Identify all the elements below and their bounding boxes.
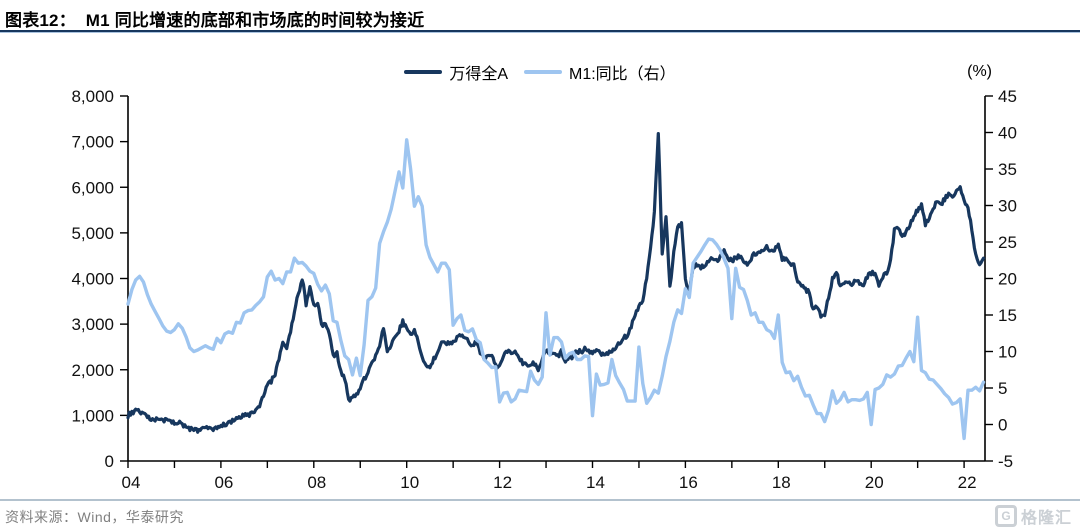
series-line-wande-all-a	[126, 132, 986, 434]
left-axis-label: 6,000	[71, 178, 114, 197]
right-axis-label: 5	[998, 379, 1007, 398]
left-axis-label: 4,000	[71, 270, 114, 289]
x-axis-label: 22	[958, 473, 977, 492]
left-axis-label: 2,000	[71, 361, 114, 380]
legend-item-m1-yoy: M1:同比（右）	[524, 60, 676, 84]
left-axis-label: 0	[105, 452, 114, 471]
legend-label-wande-all-a: 万得全A	[449, 66, 508, 83]
x-axis-label: 04	[122, 473, 141, 492]
left-axis-label: 5,000	[71, 224, 114, 243]
right-axis-label: 40	[998, 124, 1017, 143]
gelonghui-watermark: G 格隆汇	[994, 504, 1072, 528]
legend-line-swatch-navy	[404, 70, 443, 74]
right-axis-label: 25	[998, 233, 1017, 252]
right-axis-label: 20	[998, 270, 1017, 289]
x-axis-label: 18	[772, 473, 791, 492]
series-line-m1-yoy	[126, 138, 986, 441]
footer-divider	[0, 499, 1080, 501]
right-axis-label: 35	[998, 160, 1017, 179]
legend-label-m1-yoy: M1:同比（右）	[569, 66, 676, 83]
right-axis-label: -5	[998, 452, 1013, 471]
figure-title: 图表12： M1 同比增速的底部和市场底的时间较为接近	[5, 11, 425, 30]
x-axis-label: 08	[307, 473, 326, 492]
left-axis-label: 7,000	[71, 133, 114, 152]
legend-item-wande-all-a: 万得全A	[404, 60, 508, 84]
gelonghui-text: 格隆汇	[1020, 510, 1072, 527]
left-axis-label: 3,000	[71, 315, 114, 334]
right-axis-label: 30	[998, 197, 1017, 216]
x-axis-label: 12	[493, 473, 512, 492]
chart-legend: 万得全A M1:同比（右）	[0, 60, 1080, 84]
title-underline	[0, 30, 1080, 33]
x-axis-label: 06	[214, 473, 233, 492]
x-axis-label: 16	[679, 473, 698, 492]
left-axis-label: 8,000	[71, 87, 114, 106]
right-axis-label: 10	[998, 343, 1017, 362]
x-axis-label: 14	[586, 473, 605, 492]
right-axis-unit-label: (%)	[967, 63, 992, 80]
x-axis-label: 10	[400, 473, 419, 492]
right-axis-label: 45	[998, 87, 1017, 106]
left-axis-label: 1,000	[71, 406, 114, 425]
source-note: 资料来源：Wind，华泰研究	[5, 509, 184, 525]
legend-line-swatch-lightblue	[524, 70, 562, 74]
x-axis-label: 20	[865, 473, 884, 492]
right-axis-label: 15	[998, 306, 1017, 325]
gelonghui-g-icon: G	[994, 505, 1017, 527]
right-axis-label: 0	[998, 416, 1007, 435]
